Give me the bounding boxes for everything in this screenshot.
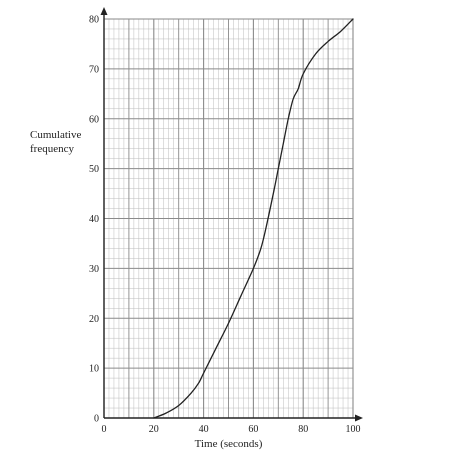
x-tick-label: 100 — [346, 424, 361, 435]
x-tick-label: 80 — [298, 424, 308, 435]
y-tick-label: 50 — [89, 164, 99, 175]
y-axis-label-line: Cumulative — [30, 129, 81, 141]
y-tick-label: 70 — [89, 64, 99, 75]
axes — [100, 7, 363, 422]
x-axis-label: Time (seconds) — [195, 438, 263, 450]
x-tick-label: 20 — [149, 424, 159, 435]
axis-labels: Time (seconds) Cumulative frequency — [30, 129, 263, 450]
y-tick-label: 60 — [89, 114, 99, 125]
y-tick-label: 10 — [89, 364, 99, 375]
x-tick-label: 40 — [199, 424, 209, 435]
series — [153, 18, 354, 419]
cumulative-frequency-curve-0 — [153, 18, 354, 419]
y-axis-label-line: frequency — [30, 143, 74, 155]
x-axis-arrow — [355, 414, 363, 422]
tick-labels: 0 20 40 60 80 100 0 10 20 30 40 50 60 70 80 — [89, 15, 361, 436]
x-tick-label: 0 — [102, 424, 107, 435]
y-tick-label: 0 — [94, 414, 99, 425]
y-tick-label: 80 — [89, 15, 99, 26]
x-tick-label: 60 — [248, 424, 258, 435]
y-tick-label: 20 — [89, 314, 99, 325]
y-tick-label: 30 — [89, 264, 99, 275]
y-axis-arrow — [100, 7, 108, 15]
y-tick-label: 40 — [89, 214, 99, 225]
